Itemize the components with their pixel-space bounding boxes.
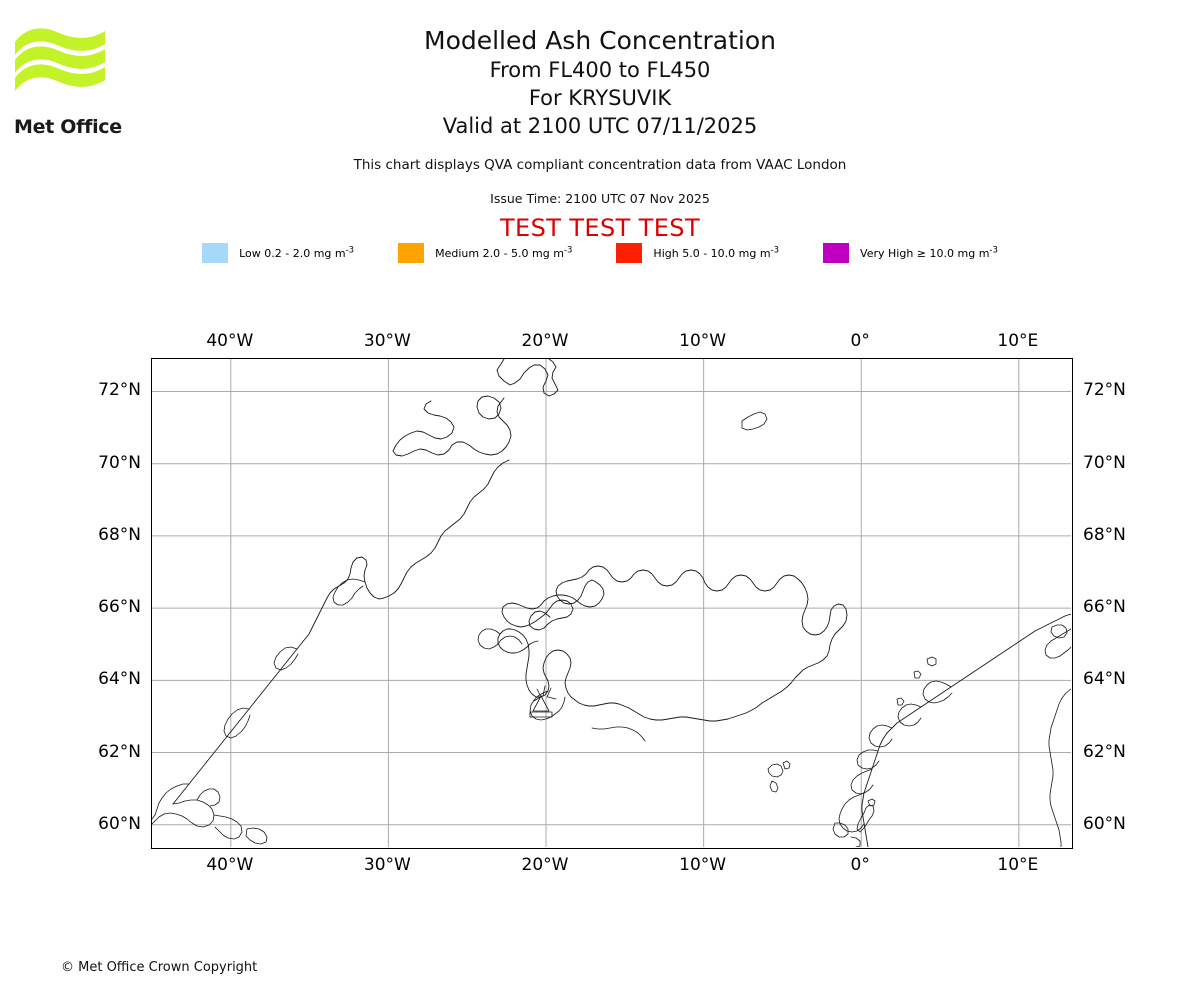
legend-swatch-high (616, 243, 643, 263)
coastline-greenland-east-main (172, 459, 510, 805)
tick-lon-bottom--30: 30°W (363, 855, 411, 875)
tick-lon-top-10: 10°E (997, 331, 1039, 351)
tick-lat-left-66: 66°N (98, 597, 141, 618)
legend-label-low: Low 0.2 - 2.0 mg m-3 (239, 244, 355, 260)
chart-note: This chart displays QVA compliant concen… (353, 157, 847, 173)
title-volcano: For KRYSUVIK (528, 86, 672, 110)
coastline-greenland-skerries (245, 827, 268, 845)
tick-lat-left-60: 60°N (98, 813, 141, 834)
tick-lat-right-66: 66°N (1083, 597, 1126, 618)
tick-lon-top-0: 0° (850, 331, 870, 351)
coastline-iceland-south-detail (591, 726, 646, 742)
legend-entry-medium: Medium 2.0 - 5.0 mg m-3 (398, 243, 572, 263)
coastline-greenland-sw-detail (223, 707, 251, 739)
tick-lat-left-72: 72°N (98, 380, 141, 401)
map-plot-area[interactable] (151, 358, 1073, 849)
coastline-jan-mayen (741, 411, 768, 431)
coastline-greenland-mid-inlets (273, 646, 299, 671)
legend-swatch-low (202, 243, 229, 263)
tick-lon-bottom-10: 10°E (997, 855, 1039, 875)
tick-lon-bottom-0: 0° (850, 855, 870, 875)
coastline-greenland-north-fjords (392, 397, 512, 457)
legend-label-medium: Medium 2.0 - 5.0 mg m-3 (435, 244, 573, 260)
coastline-iceland-reykjanes (529, 690, 566, 721)
tick-lon-bottom--10: 10°W (679, 855, 727, 875)
coastline-norway-fjords-b (868, 724, 893, 748)
volcano-marker-krysuvik (529, 685, 557, 718)
coastline-greenland-cape-farewell (213, 814, 243, 840)
tick-lat-right-70: 70°N (1083, 452, 1126, 473)
legend-label-high: High 5.0 - 10.0 mg m-3 (653, 244, 780, 260)
coastline-greenland-south-fjord-a (152, 799, 215, 828)
coastline-sweden-border (1048, 688, 1071, 847)
legend-swatch-very-high (823, 243, 850, 263)
page-title: Modelled Ash Concentration (424, 26, 776, 55)
chart-title-block: Modelled Ash Concentration From FL400 to… (0, 26, 1200, 140)
title-flight-levels: From FL400 to FL450 (489, 58, 711, 82)
concentration-legend: Low 0.2 - 2.0 mg m-3 Medium 2.0 - 5.0 mg … (0, 243, 1200, 263)
coastline-norway-south-coast (838, 792, 865, 833)
coastline-norway-fjords-a (897, 703, 922, 727)
issue-time: Issue Time: 2100 UTC 07 Nov 2025 (490, 191, 710, 206)
tick-lat-left-68: 68°N (98, 524, 141, 545)
legend-entry-low: Low 0.2 - 2.0 mg m-3 (202, 243, 354, 263)
legend-entry-very-high: Very High ≥ 10.0 mg m-3 (823, 243, 998, 263)
coastline-norway-north-islands (1050, 624, 1068, 639)
coastline-iceland (497, 565, 848, 722)
coastline-shetland (856, 798, 876, 833)
coastline-greenland-south-fjord-b (196, 788, 221, 807)
tick-lon-top--30: 30°W (363, 331, 411, 351)
coastline-greenland (496, 359, 559, 397)
coastline-iceland-westfjords (477, 628, 523, 650)
met-office-logo: Met Office (13, 28, 123, 138)
tick-lon-bottom--20: 20°W (521, 855, 569, 875)
coastline-greenland-south-tip (152, 783, 190, 820)
coastline-norway-lofoten (922, 680, 953, 704)
map-canvas (152, 359, 1071, 847)
coastline-norway-skerries (832, 822, 861, 847)
map-gridlines (152, 359, 1071, 847)
coastline-norway (861, 613, 1071, 847)
met-office-wordmark: Met Office (14, 116, 122, 138)
tick-lat-left-70: 70°N (98, 452, 141, 473)
legend-entry-high: High 5.0 - 10.0 mg m-3 (616, 243, 779, 263)
tick-lat-right-68: 68°N (1083, 524, 1126, 545)
coastline-norway-fjords-c (856, 749, 880, 770)
tick-lon-top--20: 20°W (521, 331, 569, 351)
tick-lat-right-62: 62°N (1083, 741, 1126, 762)
coastline-norway-fjords-d (850, 768, 874, 795)
tick-lat-left-64: 64°N (98, 669, 141, 690)
coastline-norway-small-islands (896, 656, 937, 706)
legend-swatch-medium (398, 243, 425, 263)
copyright-notice: © Met Office Crown Copyright (61, 960, 258, 975)
legend-label-very-high: Very High ≥ 10.0 mg m-3 (860, 244, 998, 260)
tick-lon-top--10: 10°W (679, 331, 727, 351)
test-banner: TEST TEST TEST (499, 214, 700, 242)
title-valid-time: Valid at 2100 UTC 07/11/2025 (442, 114, 758, 138)
coastline-norway-far-north (1044, 628, 1071, 659)
coastline-faroe-islands (767, 760, 791, 793)
tick-lat-right-60: 60°N (1083, 813, 1126, 834)
tick-lat-left-62: 62°N (98, 741, 141, 762)
tick-lon-bottom--40: 40°W (206, 855, 254, 875)
tick-lat-right-72: 72°N (1083, 380, 1126, 401)
coastline-greenland-scoresby (332, 578, 366, 606)
tick-lat-right-64: 64°N (1083, 669, 1126, 690)
met-office-wave-logo-icon (15, 28, 105, 91)
map-coastlines (152, 359, 1071, 847)
tick-lon-top--40: 40°W (206, 331, 254, 351)
coastline-greenland-ne-island (476, 395, 502, 420)
